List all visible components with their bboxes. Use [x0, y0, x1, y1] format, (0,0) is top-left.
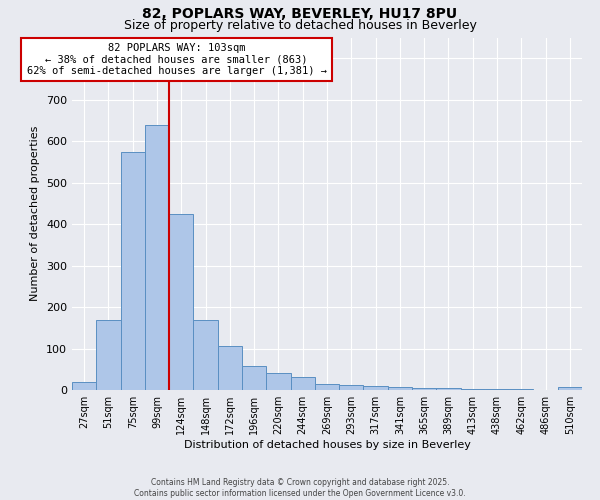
- Bar: [315, 384, 339, 390]
- Bar: [121, 152, 145, 390]
- Bar: [96, 320, 121, 390]
- Text: 82, POPLARS WAY, BEVERLEY, HU17 8PU: 82, POPLARS WAY, BEVERLEY, HU17 8PU: [142, 8, 458, 22]
- Bar: [290, 376, 315, 390]
- Bar: [558, 387, 582, 390]
- Text: 82 POPLARS WAY: 103sqm
← 38% of detached houses are smaller (863)
62% of semi-de: 82 POPLARS WAY: 103sqm ← 38% of detached…: [26, 43, 326, 76]
- Y-axis label: Number of detached properties: Number of detached properties: [31, 126, 40, 302]
- Bar: [436, 388, 461, 390]
- Bar: [364, 386, 388, 390]
- Bar: [193, 320, 218, 390]
- Bar: [218, 346, 242, 390]
- Text: Contains HM Land Registry data © Crown copyright and database right 2025.
Contai: Contains HM Land Registry data © Crown c…: [134, 478, 466, 498]
- Bar: [412, 388, 436, 390]
- Bar: [388, 386, 412, 390]
- Bar: [509, 389, 533, 390]
- Bar: [461, 389, 485, 390]
- Text: Size of property relative to detached houses in Beverley: Size of property relative to detached ho…: [124, 18, 476, 32]
- Bar: [145, 124, 169, 390]
- Bar: [242, 366, 266, 390]
- X-axis label: Distribution of detached houses by size in Beverley: Distribution of detached houses by size …: [184, 440, 470, 450]
- Bar: [485, 389, 509, 390]
- Bar: [339, 384, 364, 390]
- Bar: [169, 214, 193, 390]
- Bar: [72, 382, 96, 390]
- Bar: [266, 372, 290, 390]
